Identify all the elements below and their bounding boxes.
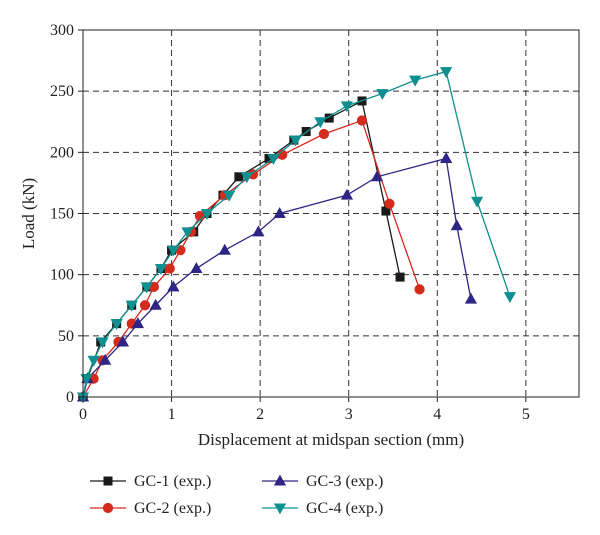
x-tick-label: 0 xyxy=(79,406,87,423)
series-3 xyxy=(76,152,478,402)
y-tick-label: 250 xyxy=(50,83,74,100)
data-point xyxy=(87,355,100,367)
data-point xyxy=(125,300,138,312)
x-tick-label: 4 xyxy=(433,406,441,423)
x-axis-label: Displacement at midspan section (mm) xyxy=(198,430,464,449)
x-tick-label: 3 xyxy=(345,406,353,423)
legend-item: GC-4 (exp.) xyxy=(262,500,383,517)
data-point xyxy=(200,209,214,220)
legend-label: GC-4 (exp.) xyxy=(306,500,383,517)
data-point xyxy=(96,337,109,349)
data-point xyxy=(240,172,253,184)
data-point xyxy=(464,292,478,304)
x-tick-label: 1 xyxy=(168,406,176,423)
data-point xyxy=(384,198,395,209)
legend-label: GC-2 (exp.) xyxy=(134,500,211,517)
data-point xyxy=(140,282,153,294)
data-point xyxy=(164,263,175,274)
legend-label: GC-1 (exp.) xyxy=(134,473,211,490)
x-tick-label: 2 xyxy=(256,406,264,423)
data-point xyxy=(167,245,180,257)
data-point xyxy=(218,243,231,255)
data-point xyxy=(80,374,93,386)
legend-item: GC-1 (exp.) xyxy=(90,473,211,490)
data-point xyxy=(395,272,405,282)
data-point xyxy=(149,298,162,310)
data-point xyxy=(273,207,286,218)
y-axis-label: Load (kN) xyxy=(19,178,38,249)
data-point xyxy=(503,292,517,304)
series-4 xyxy=(76,67,517,404)
data-point xyxy=(223,190,236,202)
data-point xyxy=(471,196,484,208)
legend-marker xyxy=(102,502,114,514)
data-point xyxy=(181,227,194,239)
series-line xyxy=(82,70,511,398)
grid-lines xyxy=(83,30,579,397)
y-tick-label: 0 xyxy=(66,389,74,406)
data-point xyxy=(340,101,354,113)
series-1 xyxy=(78,96,405,402)
data-point xyxy=(370,170,384,182)
data-point xyxy=(131,317,145,329)
data-point xyxy=(356,115,368,126)
data-point xyxy=(99,353,112,365)
data-point xyxy=(409,75,422,87)
legend-label: GC-3 (exp.) xyxy=(306,473,383,490)
legend-marker xyxy=(273,474,287,486)
series-line xyxy=(82,99,401,398)
legend-item: GC-2 (exp.) xyxy=(90,500,211,517)
series-2 xyxy=(77,115,425,403)
data-point xyxy=(440,152,453,163)
legend: GC-1 (exp.) GC-2 (exp.) GC-3 (exp.) GC-4 (e… xyxy=(90,473,383,517)
data-point xyxy=(450,219,463,231)
data-point xyxy=(252,225,265,237)
y-tick-label: 50 xyxy=(58,328,74,345)
data-point xyxy=(340,188,354,200)
data-point xyxy=(139,300,151,311)
data-point xyxy=(440,67,453,79)
series-line xyxy=(82,119,421,398)
data-point xyxy=(167,280,180,292)
data-point xyxy=(110,319,123,331)
series-line xyxy=(82,157,472,398)
series-layer xyxy=(76,67,517,404)
y-tick-label: 100 xyxy=(50,267,74,284)
data-point xyxy=(116,335,129,347)
legend-item: GC-3 (exp.) xyxy=(262,473,383,490)
data-point xyxy=(314,117,327,129)
y-tick-label: 300 xyxy=(50,22,74,39)
data-point xyxy=(318,128,330,140)
data-point xyxy=(414,284,425,295)
data-point xyxy=(154,264,168,275)
data-point xyxy=(267,153,280,165)
data-point xyxy=(190,262,203,274)
legend-marker xyxy=(103,476,113,486)
y-tick-label: 150 xyxy=(50,206,74,223)
legend-marker xyxy=(273,503,287,515)
x-tick-label: 5 xyxy=(522,406,530,423)
data-point xyxy=(234,172,244,182)
data-point xyxy=(289,135,302,147)
y-tick-label: 200 xyxy=(50,144,74,161)
data-point xyxy=(376,89,389,101)
